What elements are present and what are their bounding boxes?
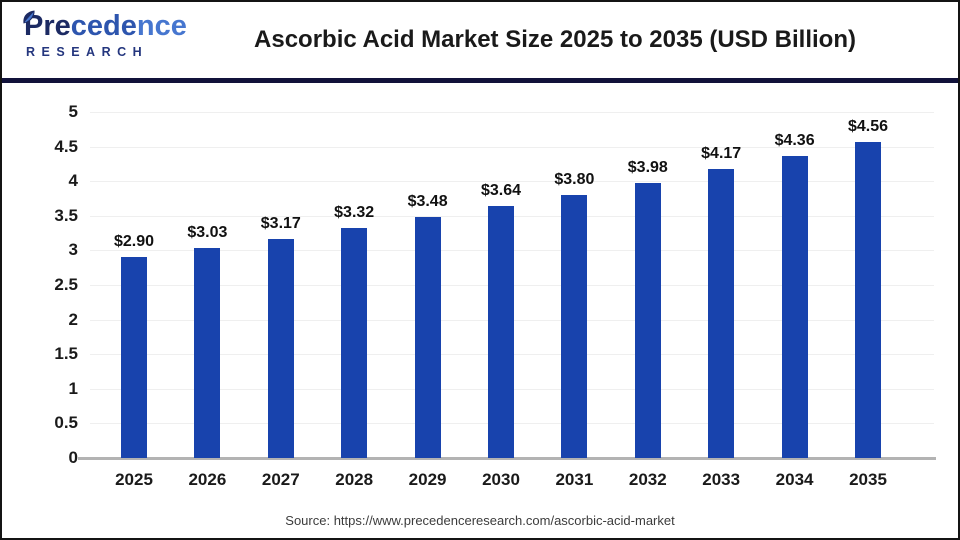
chart-title: Ascorbic Acid Market Size 2025 to 2035 (… [254,26,856,53]
header-divider [2,78,958,83]
x-axis-label: 2032 [628,470,667,489]
bar-value-label: $2.90 [113,233,155,251]
x-axis-label: 2027 [261,470,300,489]
y-tick-label: 2.5 [54,275,78,294]
bar-2034 [781,156,808,458]
bar-2025 [121,257,147,458]
bar-2027 [267,238,294,458]
x-axis-label: 2025 [115,470,153,489]
gridline [90,181,934,183]
x-axis-label: 2035 [849,470,887,489]
bar-value-label: $4.56 [847,118,889,136]
y-tick-label: 1 [68,378,78,398]
bar-2029 [414,217,441,458]
bar-value-label: $4.17 [701,145,742,163]
bar-chart: 0 0.5 1 1.5 2 2.5 3 3.5 4 4.5 5 $2.90 2025 $3.03 2026 $… [2,83,958,538]
y-tick-label: 0.5 [54,413,78,433]
bar-value-label: $3.03 [187,224,228,242]
x-axis-label: 2029 [408,470,447,489]
y-tick-label: 3.5 [54,205,78,225]
bar-value-label: $3.64 [480,182,522,200]
gridline [90,146,934,148]
x-axis-label: 2033 [702,470,741,489]
bar-value-label: $4.36 [774,132,815,150]
x-axis-label: 2034 [775,470,814,489]
bar-2030 [488,206,514,458]
bar-value-label: $3.80 [554,171,595,189]
bar-value-label: $3.98 [627,158,668,176]
bar-2028 [341,228,368,458]
bar-value-label: $3.17 [260,214,301,232]
bar-2033 [708,169,735,458]
y-tick-label: 4.5 [54,136,78,156]
source-text: Source: https://www.precedenceresearch.c… [285,513,675,528]
y-tick-label: 1.5 [54,344,78,364]
y-tick-label: 3 [68,240,78,260]
bar-value-label: $3.32 [334,204,375,222]
bar-2032 [634,182,661,458]
y-tick-label: 0 [68,448,78,467]
bar-2035 [855,142,881,458]
brand-text-part2: cede [70,10,137,42]
leaf-icon [21,3,37,32]
y-tick-label: 2 [68,309,78,329]
x-axis-label: 2030 [482,470,520,489]
header: Precedence RESEARCH Ascorbic Acid Market… [2,2,958,78]
bar-value-label: $3.48 [407,193,448,211]
title-container: Ascorbic Acid Market Size 2025 to 2035 (… [182,2,928,78]
bar-2031 [561,195,588,458]
gridline [90,112,934,113]
bar-2026 [194,248,221,458]
brand-text-part3: nce [136,10,187,42]
brand-logo: Precedence RESEARCH [23,10,194,59]
y-tick-label: 5 [68,102,78,121]
brand-subtext: RESEARCH [26,45,149,59]
x-axis-label: 2026 [188,470,227,489]
brand-wordmark: Precedence [23,10,194,42]
x-axis-label: 2028 [335,470,374,489]
x-axis-line [78,457,936,460]
y-tick-label: 4 [68,171,78,191]
x-axis-label: 2031 [555,470,594,489]
